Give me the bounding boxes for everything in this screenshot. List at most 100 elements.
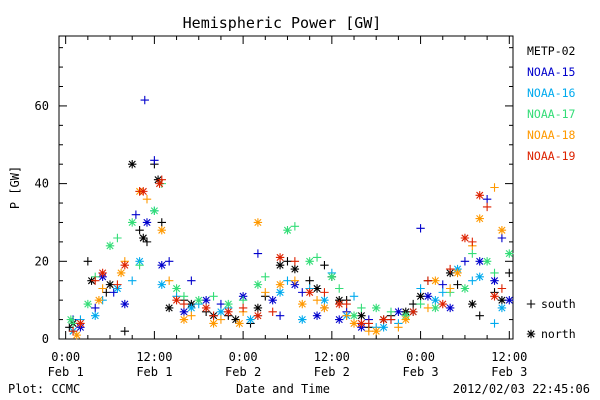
south-point [187,311,196,320]
north-point [475,272,484,282]
south-point [416,284,425,293]
y-tick-label: 40 [35,177,49,191]
legend-entry: NOAA-17 [527,107,576,121]
south-point [209,292,218,301]
legend-entry: NOAA-16 [527,86,576,100]
north-point [105,241,115,250]
north-point [201,303,211,313]
north-point [349,311,359,320]
marker-legend-label: north [541,327,576,341]
south-point [320,260,329,270]
south-point [475,311,484,320]
north-point [305,288,314,297]
south-point [179,292,189,301]
y-tick-label: 0 [42,332,49,346]
north-point [335,315,344,324]
x-tick-label-time: 0:00 [51,350,80,364]
north-point [490,292,499,301]
south-point [312,253,322,262]
south-point [275,311,285,320]
south-point [290,276,300,285]
north-point [105,280,115,289]
south-point [445,264,455,274]
south-point [253,249,263,258]
north-point [224,307,233,317]
south-point [283,257,292,266]
north-point [275,260,285,270]
legend: METP-02 NOAA-15 NOAA-16 NOAA-17 NOAA-18 NOAA-… [527,44,576,163]
north-point [497,226,507,235]
north-point [505,249,514,258]
south-point [238,303,248,313]
south-point [364,327,374,336]
north-point [157,226,166,235]
south-point [298,288,307,297]
north-point [253,303,263,313]
south-point [157,218,166,227]
north-point [416,292,425,301]
north-point [445,303,455,313]
north-point [94,295,104,305]
south-point [386,307,396,317]
north-point [327,272,337,282]
north-point [379,323,388,332]
south-point [482,202,492,212]
north-point [128,159,137,169]
south-point [83,257,93,266]
north-point [66,315,76,324]
south-point [68,319,78,328]
north-point [431,295,440,305]
north-point [76,319,85,328]
south-point [342,299,351,309]
south-point [490,183,499,192]
y-tick-label: 20 [35,254,49,268]
north-point [505,295,514,305]
south-point [468,276,477,285]
south-point [216,315,226,324]
north-point [275,288,285,297]
south-point [113,280,122,289]
north-point [268,295,277,305]
north-point [120,260,130,270]
north-point [253,218,263,227]
south-point [283,276,292,285]
south-point [416,299,425,309]
south-point [468,237,477,247]
north-point [438,299,447,309]
series-metp-02 [65,159,514,336]
south-point [526,299,536,309]
north-point [231,315,240,324]
south-point [65,323,74,332]
south-point [482,194,492,204]
south-point [150,156,159,165]
south-point [438,288,447,297]
north-point [335,299,344,309]
north-point [408,307,418,317]
south-point [290,222,300,231]
north-point [490,276,499,285]
south-point [140,95,149,105]
north-point [497,303,507,313]
marker-legend: south north [526,297,576,341]
north-point [139,233,148,243]
x-tick-label-time: 12:00 [314,350,350,364]
south-point [386,315,396,324]
north-point [312,311,322,320]
y-tick-label: 60 [35,99,49,113]
north-point [164,303,174,313]
south-point [505,268,514,278]
plot-frame [58,35,514,340]
north-point [475,257,484,266]
north-point [482,257,492,266]
series-noaa-16 [68,206,507,336]
series-noaa-19 [68,175,507,336]
north-point [150,206,159,216]
x-tick-label-date: Feb 1 [136,365,172,379]
north-point [139,187,148,196]
south-point [445,284,455,293]
north-point [235,319,244,328]
x-tick-label-date: Feb 2 [314,365,350,379]
legend-entry: METP-02 [527,44,575,58]
north-point [157,280,166,289]
